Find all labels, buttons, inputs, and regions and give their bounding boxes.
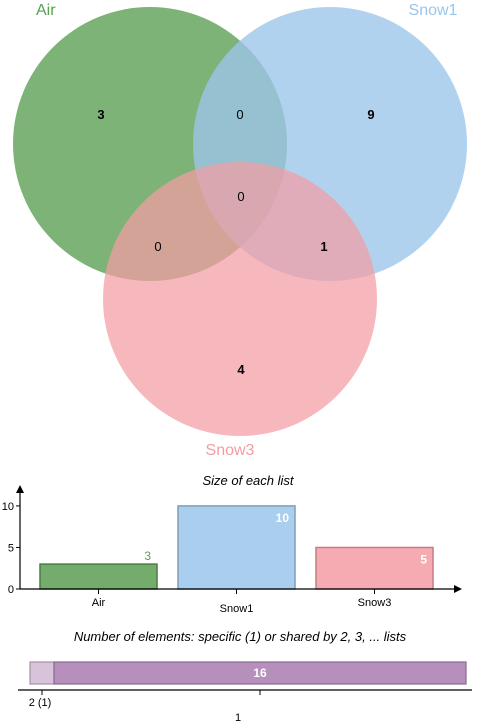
size-x-tick-label: Air xyxy=(92,597,106,609)
size-y-tick-label: 5 xyxy=(8,542,14,554)
size-bars: 3 10 5 xyxy=(39,505,434,590)
size-y-axis-arrow xyxy=(16,485,24,493)
size-bar-snow1 xyxy=(177,505,296,590)
venn-count-snow1-snow3: 1 xyxy=(320,239,327,254)
shared-bar-segment xyxy=(29,661,55,685)
shared-x-tick-label: 2 (1) xyxy=(29,697,52,709)
size-y-tick-label: 0 xyxy=(8,584,14,596)
size-x-tick-label: Snow1 xyxy=(220,603,254,615)
venn-count-snow1-only: 9 xyxy=(367,107,374,122)
size-bar-value-label: 5 xyxy=(420,552,427,566)
size-bar-air xyxy=(39,563,158,590)
venn-set-label-snow3: Snow3 xyxy=(206,442,255,459)
venn-count-all-three: 0 xyxy=(237,189,244,204)
size-bar-value-label: 10 xyxy=(276,511,290,525)
size-y-tick-label: 10 xyxy=(2,501,14,513)
size-x-axis-arrow xyxy=(454,585,462,593)
venn-count-snow3-only: 4 xyxy=(237,362,245,377)
size-x-tick-label: Snow3 xyxy=(358,597,392,609)
size-bar-chart: Size of each list 3 10 5 Air Snow1 Snow3 0 5 10 xyxy=(2,473,462,615)
size-bar-value-label: 3 xyxy=(144,549,151,563)
shared-x-tick-label: 1 xyxy=(235,712,241,722)
venn-set-label-air: Air xyxy=(36,2,56,19)
venn-set-label-snow1: Snow1 xyxy=(409,2,458,19)
shared-bars: 16 2 (1) 1 xyxy=(18,661,472,722)
size-chart-title: Size of each list xyxy=(202,473,294,488)
venn-count-air-snow1: 0 xyxy=(236,107,243,122)
venn-diagram: Air Snow1 Snow3 3 0 9 0 0 1 4 xyxy=(13,2,467,459)
shared-elements-chart: Number of elements: specific (1) or shar… xyxy=(18,629,472,722)
shared-bar-segment xyxy=(53,661,467,685)
shared-chart-title: Number of elements: specific (1) or shar… xyxy=(74,629,407,644)
size-axes: Air Snow1 Snow3 0 5 10 xyxy=(2,485,462,615)
shared-bar-value-label: 16 xyxy=(253,666,267,680)
venn-count-air-only: 3 xyxy=(97,107,104,122)
size-bar-snow3 xyxy=(315,546,434,590)
venn-count-air-snow3: 0 xyxy=(154,239,161,254)
venn-circle-snow3 xyxy=(103,162,377,436)
